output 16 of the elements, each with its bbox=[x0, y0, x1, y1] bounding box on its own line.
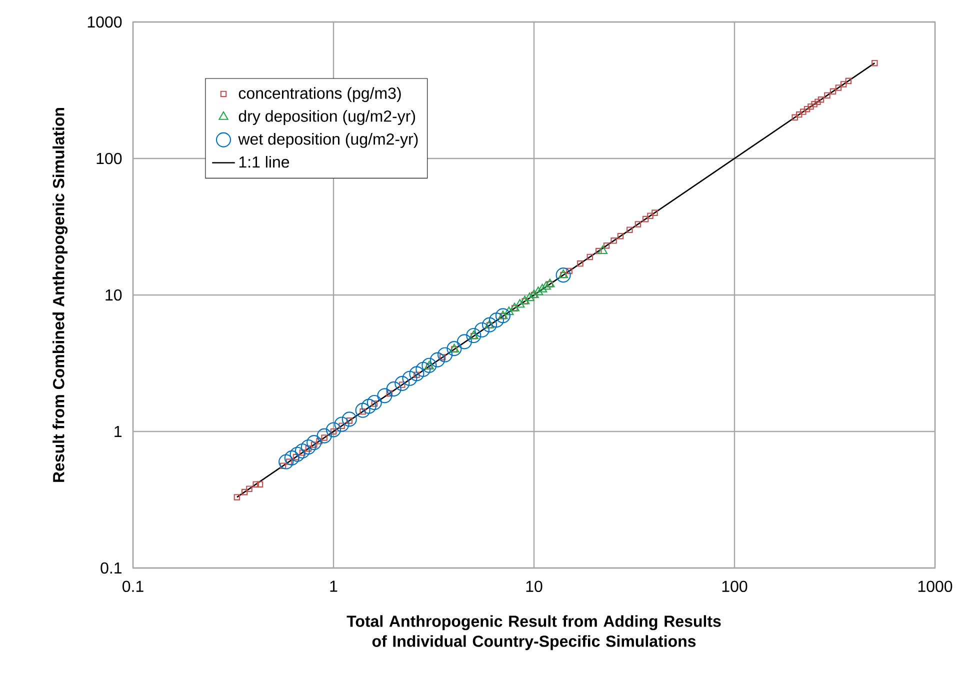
x-axis-title: Total Anthropogenic Result from Adding Results of Individual Country-Specific Simulations bbox=[346, 615, 721, 650]
legend-label: wet deposition (ug/m2-yr) bbox=[238, 133, 418, 148]
legend-label: 1:1 line bbox=[239, 156, 290, 168]
y-tick-label: 0.1 bbox=[100, 562, 122, 574]
y-axis-title: Result from Combined Anthropogenic Simulation bbox=[52, 108, 68, 482]
y-tick-label: 100 bbox=[96, 152, 122, 164]
x-tick-label: 1 bbox=[330, 580, 338, 592]
legend-label: concentrations (pg/m3) bbox=[238, 87, 401, 102]
x-tick-label: 0.1 bbox=[122, 580, 144, 592]
y-tick-label: 1 bbox=[114, 426, 122, 437]
y-tick-label: 10 bbox=[106, 289, 122, 301]
y-tick-label: 1000 bbox=[88, 16, 122, 28]
legend-label: dry deposition (ug/m2-yr) bbox=[238, 110, 416, 126]
x-tick-label: 1000 bbox=[918, 580, 952, 592]
x-tick-label: 100 bbox=[722, 580, 748, 592]
x-tick-label: 10 bbox=[526, 580, 542, 592]
